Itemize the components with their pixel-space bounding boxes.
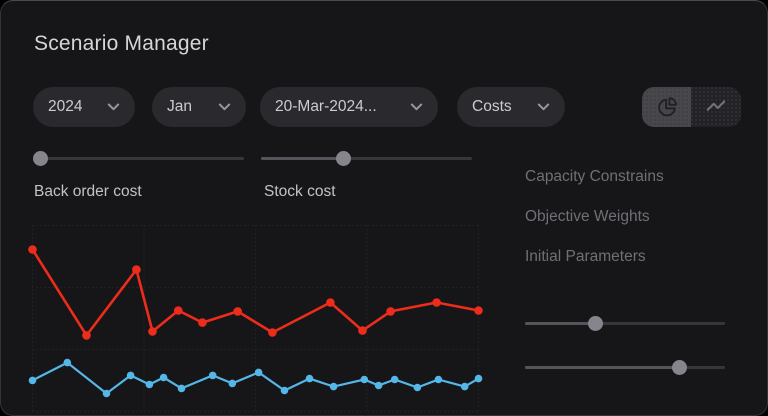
menu-item-initial-parameters[interactable]: Initial Parameters bbox=[525, 248, 646, 265]
date-dropdown[interactable]: 20-Mar-2024... bbox=[260, 87, 438, 127]
right-param-slider-1[interactable] bbox=[525, 315, 725, 331]
month-dropdown[interactable]: Jan bbox=[152, 87, 246, 127]
slider-thumb[interactable] bbox=[335, 150, 351, 166]
metric-dropdown-value: Costs bbox=[472, 98, 512, 115]
chart-view-toggle bbox=[642, 87, 741, 127]
pie-chart-icon bbox=[657, 97, 677, 117]
chevron-down-icon bbox=[410, 103, 423, 111]
page-title: Scenario Manager bbox=[34, 32, 209, 55]
slider-thumb[interactable] bbox=[587, 315, 603, 331]
chevron-down-icon bbox=[107, 103, 120, 111]
slider-track bbox=[34, 156, 244, 160]
line-chart-view-button[interactable] bbox=[691, 87, 741, 127]
back-order-cost-label: Back order cost bbox=[34, 183, 142, 200]
slider-fill bbox=[525, 321, 595, 325]
metric-dropdown[interactable]: Costs bbox=[457, 87, 565, 127]
slider-thumb[interactable] bbox=[33, 150, 49, 166]
back-order-cost-slider[interactable] bbox=[33, 150, 244, 166]
year-dropdown-value: 2024 bbox=[48, 98, 83, 115]
slider-fill bbox=[261, 156, 344, 160]
stock-cost-label: Stock cost bbox=[264, 183, 336, 200]
right-param-slider-2[interactable] bbox=[525, 359, 725, 375]
scenario-chart bbox=[28, 225, 483, 412]
slider-track bbox=[261, 156, 472, 160]
chevron-down-icon bbox=[218, 103, 231, 111]
month-dropdown-value: Jan bbox=[167, 98, 192, 115]
stock-cost-slider[interactable] bbox=[261, 150, 472, 166]
trend-line-icon bbox=[706, 100, 726, 111]
menu-item-capacity-constrains[interactable]: Capacity Constrains bbox=[525, 168, 664, 185]
chart-series bbox=[28, 245, 483, 398]
year-dropdown[interactable]: 2024 bbox=[33, 87, 135, 127]
chevron-down-icon bbox=[537, 103, 550, 111]
date-dropdown-value: 20-Mar-2024... bbox=[275, 98, 377, 115]
menu-item-objective-weights[interactable]: Objective Weights bbox=[525, 208, 650, 225]
pie-chart-view-button[interactable] bbox=[642, 87, 691, 127]
slider-thumb[interactable] bbox=[671, 359, 687, 375]
chart-grid bbox=[32, 225, 479, 412]
slider-track bbox=[525, 321, 725, 325]
slider-fill bbox=[525, 365, 679, 369]
